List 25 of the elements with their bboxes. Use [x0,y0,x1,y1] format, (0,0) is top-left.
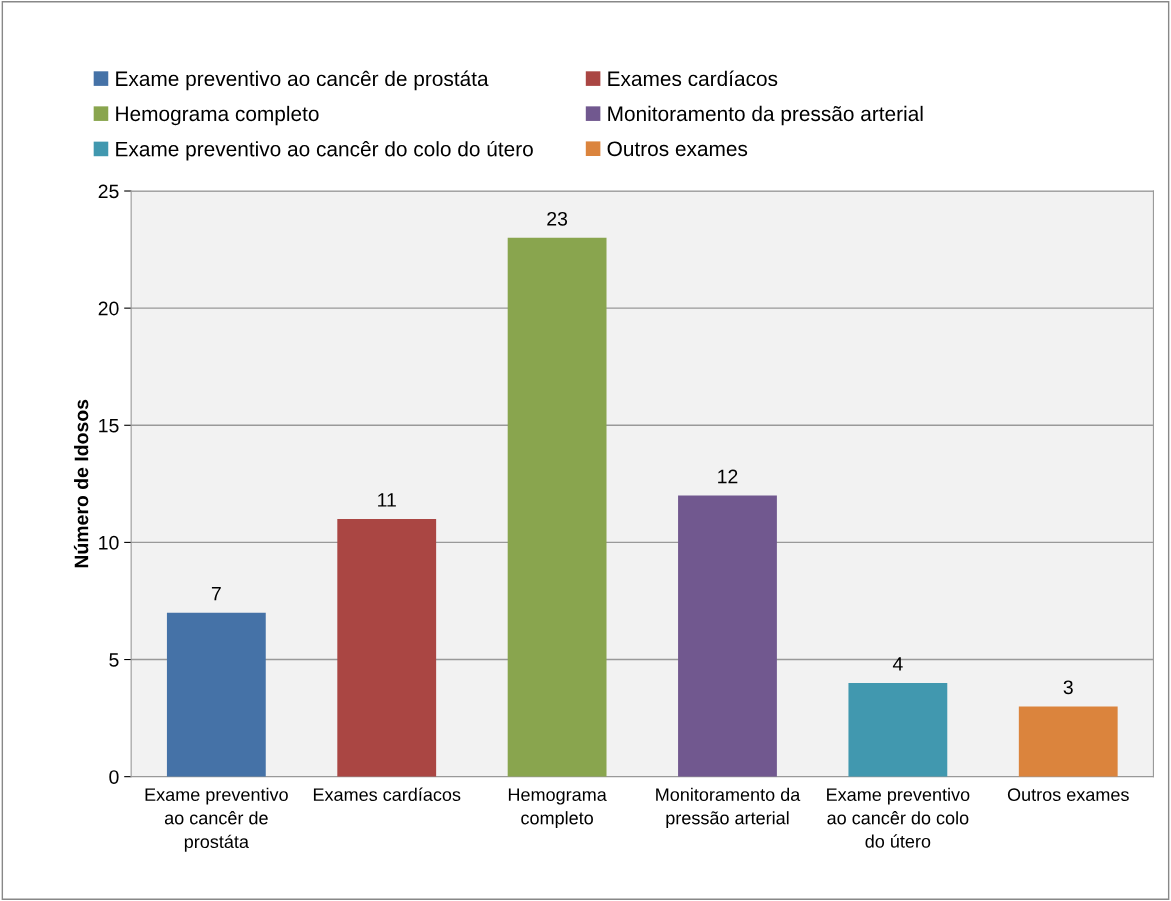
legend-label: Outros exames [607,141,748,157]
y-axis-title: Número de Idosos [73,399,89,568]
y-tick-label: 20 [98,301,119,316]
data-label: 11 [378,493,396,507]
y-tick-label: 0 [109,770,119,784]
data-label: 23 [547,211,568,226]
legend-label: Exame preventivo ao cancêr de prostáta [116,70,489,91]
x-tick-label: Exame preventivo ao cancêr do colo do útero [827,787,970,848]
legend-label: Monitoramento da pressão arterial [608,105,923,126]
data-label: 3 [1063,680,1073,695]
y-tick-label: 25 [98,184,119,199]
y-tick-label: 5 [109,653,119,667]
x-tick-label: Exame preventivo ao cancêr de prostáta [145,787,288,852]
x-tick-label: Outros exames [1007,788,1129,802]
data-label: 7 [211,586,221,601]
y-tick-label: 15 [99,418,119,433]
y-tick-label: 10 [99,535,119,550]
data-label: 4 [892,657,903,671]
legend-label: Exame preventivo ao cancêr do colo do útero [116,140,533,161]
data-label: 12 [718,469,738,484]
x-tick-label: Hemograma completo [508,788,607,828]
legend-label: Hemograma completo [116,105,319,126]
x-tick-label: Exames cardíacos [313,787,461,802]
x-tick-label: Monitoramento da pressão arterial [656,787,801,828]
legend-label: Exames cardíacos [608,70,778,87]
